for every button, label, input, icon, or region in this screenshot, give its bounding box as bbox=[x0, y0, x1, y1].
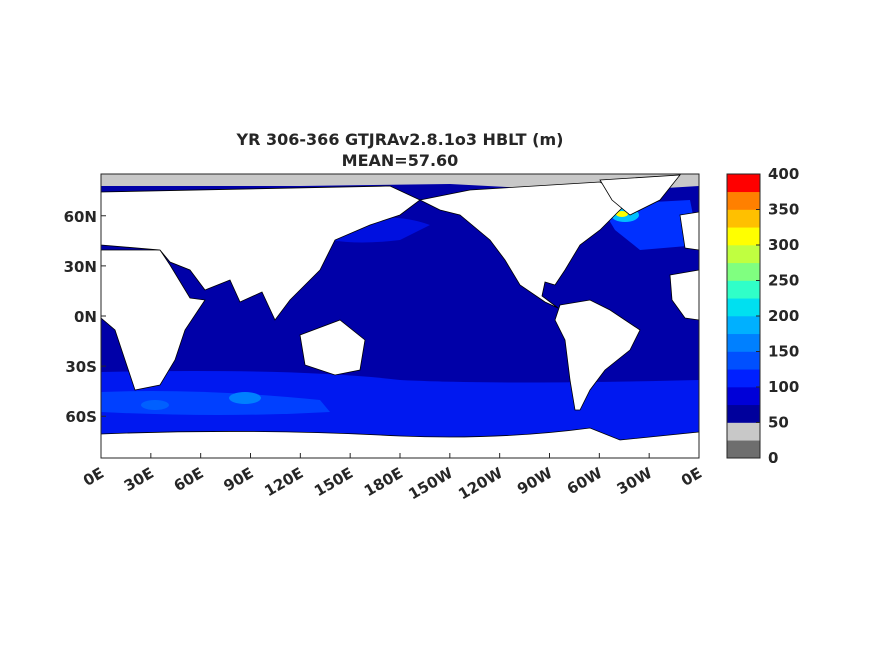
colorbar-segment bbox=[727, 422, 760, 441]
title: YR 306-366 GTJRAv2.8.1o3 HBLT (m) bbox=[236, 130, 564, 149]
colorbar-tick-label: 0 bbox=[768, 449, 778, 467]
colorbar-segment bbox=[727, 245, 760, 264]
colorbar-segment bbox=[727, 280, 760, 299]
antarctica bbox=[101, 427, 699, 458]
colorbar-segment bbox=[727, 369, 760, 388]
patch bbox=[616, 211, 628, 217]
australia bbox=[299, 319, 366, 376]
colorbar-segment bbox=[727, 333, 760, 352]
colorbar-tick-label: 300 bbox=[768, 236, 799, 254]
y-tick-label: 0N bbox=[74, 308, 97, 326]
colorbar-tick-label: 100 bbox=[768, 378, 799, 396]
y-tick-label: 60N bbox=[64, 208, 97, 226]
patch bbox=[141, 400, 169, 410]
y-tick-label: 60S bbox=[65, 408, 97, 426]
colorbar-segment bbox=[727, 351, 760, 370]
south-america bbox=[554, 299, 641, 411]
africa bbox=[101, 249, 206, 391]
colorbar-segment bbox=[727, 440, 760, 459]
subtitle: MEAN=57.60 bbox=[342, 151, 459, 170]
greenland bbox=[599, 174, 681, 216]
colorbar-tick-label: 400 bbox=[768, 165, 799, 183]
west-africa bbox=[669, 269, 699, 321]
southern-ocean bbox=[101, 371, 699, 440]
colorbar-tick-label: 150 bbox=[768, 343, 799, 361]
europe bbox=[679, 211, 699, 251]
colorbar-segment bbox=[727, 316, 760, 335]
colorbar-segment bbox=[727, 209, 760, 228]
patch bbox=[229, 392, 261, 404]
y-tick-label: 30S bbox=[65, 358, 97, 376]
colorbar-segment bbox=[727, 262, 760, 281]
colorbar-segment bbox=[727, 298, 760, 317]
colorbar-segment bbox=[727, 191, 760, 210]
colorbar-tick-label: 250 bbox=[768, 272, 799, 290]
map bbox=[101, 174, 699, 458]
colorbar-segment bbox=[727, 227, 760, 246]
colorbar-segment bbox=[727, 387, 760, 406]
colorbar-tick-label: 350 bbox=[768, 201, 799, 219]
colorbar-tick-label: 200 bbox=[768, 307, 799, 325]
y-tick-label: 30N bbox=[64, 258, 97, 276]
colorbar-tick-label: 50 bbox=[768, 414, 789, 432]
colorbar-segment bbox=[727, 404, 760, 423]
eurasia bbox=[101, 185, 421, 321]
colorbar-segment bbox=[727, 174, 760, 193]
